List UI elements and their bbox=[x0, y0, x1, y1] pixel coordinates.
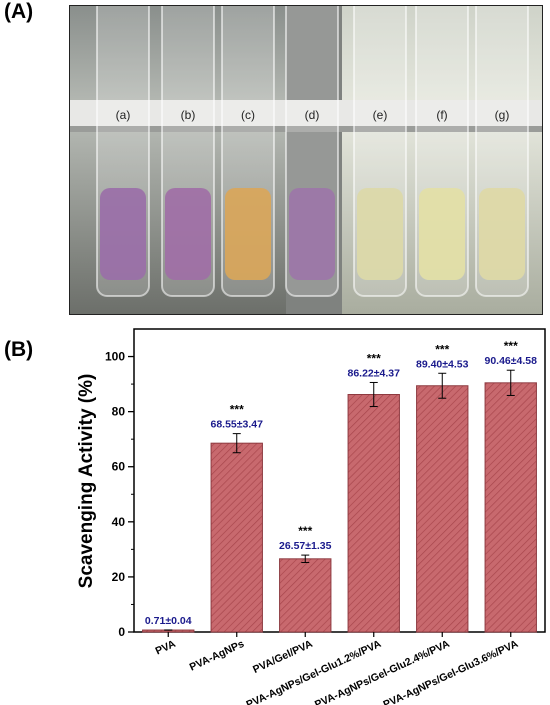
bar bbox=[210, 442, 263, 633]
y-tick-label: 60 bbox=[112, 460, 126, 474]
tube-label: (e) bbox=[373, 108, 388, 122]
panel-a-label: (A) bbox=[4, 0, 34, 23]
tube-rack-shadow bbox=[70, 126, 542, 132]
test-tube-photo: (a) (b) (c) (d) (e) (f) (g) bbox=[69, 5, 543, 315]
tube-label: (b) bbox=[181, 108, 196, 122]
y-tick-label: 20 bbox=[112, 570, 126, 584]
tube-solution bbox=[225, 188, 271, 280]
tube-solution bbox=[100, 188, 146, 280]
tube-solution bbox=[165, 188, 211, 280]
significance-marker: *** bbox=[367, 351, 381, 365]
significance-marker: *** bbox=[435, 342, 449, 356]
value-label: 89.40±4.53 bbox=[416, 358, 469, 370]
bar bbox=[416, 385, 469, 633]
significance-marker: *** bbox=[298, 524, 312, 538]
tube-label: (d) bbox=[305, 108, 320, 122]
tube-row: (a) (b) (c) (d) (e) (f) (g) bbox=[96, 6, 529, 297]
y-tick-label: 100 bbox=[105, 350, 125, 364]
bar bbox=[279, 558, 332, 633]
y-axis: 0 20 40 60 80 100 bbox=[105, 350, 134, 639]
tube-solution bbox=[357, 188, 403, 280]
value-label: 26.57±1.35 bbox=[279, 540, 332, 552]
panel-b-label: (B) bbox=[4, 338, 34, 361]
value-label: 90.46±4.58 bbox=[485, 355, 538, 367]
category-label: PVA bbox=[154, 638, 178, 658]
plot-frame bbox=[133, 328, 546, 633]
tube-label: (c) bbox=[241, 108, 255, 122]
significance-marker: *** bbox=[230, 403, 244, 417]
value-label: 0.71±0.04 bbox=[145, 615, 192, 627]
significance-marker: *** bbox=[504, 339, 518, 353]
tube-solution bbox=[289, 188, 335, 280]
y-axis-label: Scavenging Activity (%) bbox=[76, 374, 97, 589]
bar-series: 0.71±0.04 PVA 68.55±3.47 *** PVA-AgNPs 26.57±… bbox=[142, 339, 538, 705]
y-tick-label: 80 bbox=[112, 405, 126, 419]
scavenging-activity-chart: 0 20 40 60 80 100 0.71±0.04 PVA 68.55±3.47 *** PV… bbox=[76, 328, 546, 705]
bar bbox=[484, 382, 537, 633]
y-tick-label: 40 bbox=[112, 515, 126, 529]
value-label: 86.22±4.37 bbox=[348, 367, 401, 379]
category-label: PVA/Gel/PVA bbox=[251, 638, 315, 676]
tube-solution bbox=[419, 188, 465, 280]
tube-label: (g) bbox=[495, 108, 510, 122]
tube-label: (f) bbox=[436, 108, 447, 122]
y-tick-label: 0 bbox=[118, 625, 125, 639]
tube-label: (a) bbox=[116, 108, 131, 122]
value-label: 68.55±3.47 bbox=[211, 419, 264, 431]
tube-solution bbox=[479, 188, 525, 280]
test-tube-photo-drawing: (a) (b) (c) (d) (e) (f) (g) bbox=[70, 6, 542, 314]
category-label: PVA-AgNPs bbox=[188, 638, 246, 674]
bar bbox=[347, 394, 400, 633]
